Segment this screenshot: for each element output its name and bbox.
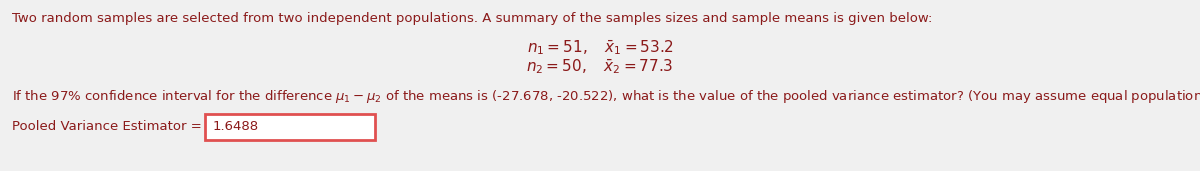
Text: If the 97% confidence interval for the difference $\mu_1 - \mu_2$ of the means i: If the 97% confidence interval for the d…	[12, 88, 1200, 105]
Text: $n_2 = 50, \quad \bar{x}_2 = 77.3$: $n_2 = 50, \quad \bar{x}_2 = 77.3$	[527, 57, 673, 76]
Text: Two random samples are selected from two independent populations. A summary of t: Two random samples are selected from two…	[12, 12, 932, 25]
Text: $n_1 = 51, \quad \bar{x}_1 = 53.2$: $n_1 = 51, \quad \bar{x}_1 = 53.2$	[527, 38, 673, 57]
Text: 1.6488: 1.6488	[214, 121, 259, 134]
Text: Pooled Variance Estimator =: Pooled Variance Estimator =	[12, 120, 206, 133]
FancyBboxPatch shape	[205, 114, 374, 140]
